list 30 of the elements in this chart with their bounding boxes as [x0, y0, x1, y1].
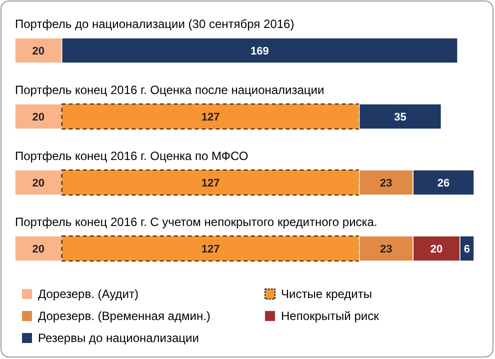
bar	[61, 236, 360, 262]
data-label: 20	[32, 244, 45, 256]
y-tick-label: Портфель конец 2016 г. Оценка по МФСО	[15, 149, 248, 163]
bar	[14, 236, 62, 262]
legend-label: Дорезерв. (Временная админ.)	[38, 309, 210, 323]
data-label: 127	[201, 112, 220, 124]
data-label: 35	[394, 112, 406, 124]
data-label: 20	[430, 244, 443, 256]
y-tick-label: Портфель до национализации (30 сентября 2016)	[15, 17, 294, 31]
data-label: 26	[437, 178, 450, 190]
data-label: 23	[380, 244, 392, 256]
data-label: 127	[201, 178, 220, 190]
y-tick-label: Портфель конец 2016 г. С учетом непокрытого кредитного риска.	[15, 215, 378, 229]
data-label: 169	[250, 46, 269, 58]
data-label: 127	[201, 244, 220, 256]
data-label: 6	[464, 244, 470, 256]
data-label: 20	[32, 178, 45, 190]
legend-label: Дорезерв. (Аудит)	[38, 287, 138, 301]
data-label: 20	[32, 112, 45, 124]
legend-label: Резервы до национализации	[38, 331, 199, 345]
legend-label: Непокрытый риск	[281, 309, 380, 323]
bar	[358, 104, 442, 130]
bar	[61, 104, 360, 130]
bar	[14, 170, 62, 196]
bar	[61, 170, 360, 196]
bar	[14, 104, 62, 130]
y-tick-label: Портфель конец 2016 г. Оценка после национализации	[15, 83, 324, 97]
data-label: 20	[32, 46, 45, 58]
data-label: 23	[380, 178, 392, 190]
legend-label: Чистые кредиты	[281, 287, 372, 301]
